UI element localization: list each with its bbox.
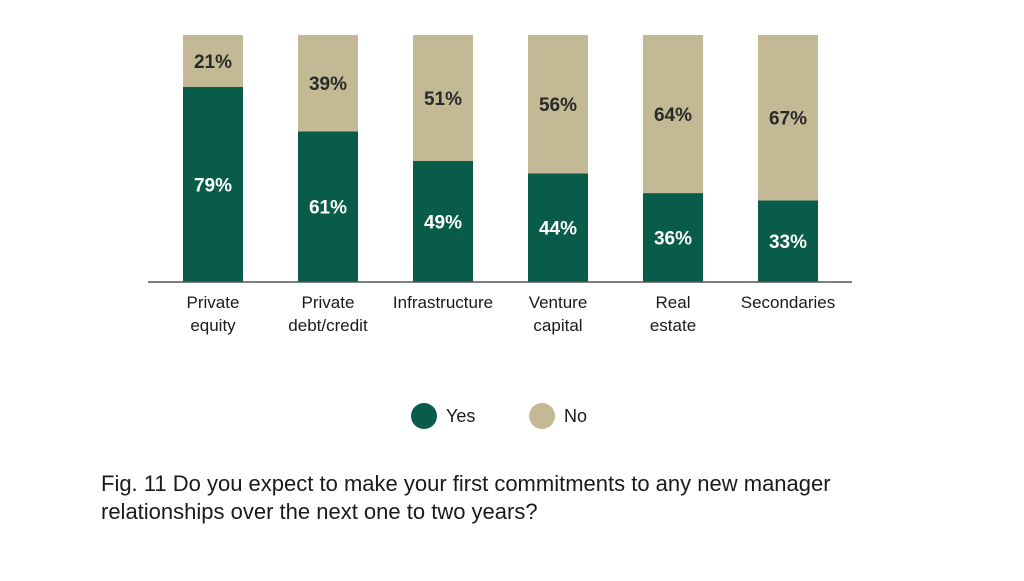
category-label-2-line-0: Infrastructure — [393, 293, 493, 312]
legend-label-no: No — [564, 406, 587, 426]
data-label-yes-0: 79% — [194, 175, 232, 196]
bar-no-5 — [758, 35, 818, 201]
category-label-0-line-0: Private — [187, 293, 240, 312]
data-label-yes-3: 44% — [539, 219, 577, 240]
category-label-1-line-0: Private — [302, 293, 355, 312]
bar-yes-3 — [528, 173, 588, 282]
data-label-yes-5: 33% — [769, 232, 807, 253]
category-label-1-line-1: debt/credit — [288, 316, 368, 335]
legend-swatch-yes — [411, 403, 437, 429]
bar-no-0 — [183, 35, 243, 87]
bar-yes-4 — [643, 193, 703, 282]
category-label-3-line-0: Venture — [529, 293, 588, 312]
category-label-4-line-0: Real — [656, 293, 691, 312]
data-label-yes-2: 49% — [424, 212, 462, 233]
figure-caption: Fig. 11 Do you expect to make your first… — [101, 471, 831, 524]
legend-swatch-no — [529, 403, 555, 429]
bar-no-2 — [413, 35, 473, 161]
bar-yes-5 — [758, 200, 818, 282]
data-label-no-0: 21% — [194, 52, 232, 73]
data-label-no-5: 67% — [769, 109, 807, 130]
bar-no-1 — [298, 35, 358, 132]
legend: Yes No — [411, 403, 587, 429]
data-label-yes-1: 61% — [309, 198, 347, 219]
data-label-no-4: 64% — [654, 105, 692, 126]
data-label-no-1: 39% — [309, 74, 347, 95]
category-labels-group: Private equity Private debt/credit Infrastru… — [187, 293, 836, 335]
data-label-yes-4: 36% — [654, 229, 692, 250]
data-label-no-2: 51% — [424, 89, 462, 110]
category-label-3-line-1: capital — [533, 316, 582, 335]
bars-group: 79% 21% 61% 39% 49% 51% 44% 56% 36% 64% 33% 67% — [183, 35, 818, 283]
bar-yes-1 — [298, 131, 358, 282]
category-label-0-line-1: equity — [190, 316, 236, 335]
bar-yes-2 — [413, 160, 473, 282]
bar-no-3 — [528, 35, 588, 174]
bar-no-4 — [643, 35, 703, 194]
data-label-no-3: 56% — [539, 95, 577, 116]
category-label-4-line-1: estate — [650, 316, 696, 335]
bar-yes-0 — [183, 86, 243, 283]
category-label-5-line-0: Secondaries — [741, 293, 836, 312]
legend-label-yes: Yes — [446, 406, 475, 426]
